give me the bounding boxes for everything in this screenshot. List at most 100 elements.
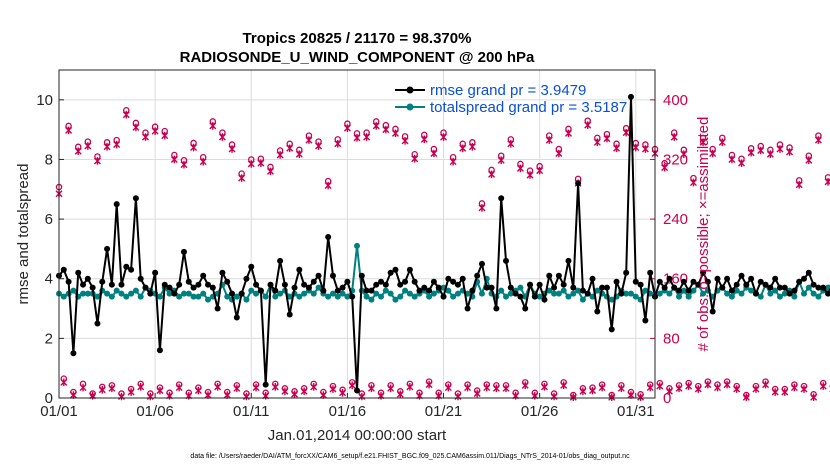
rmse-point — [474, 272, 481, 279]
rmse-point — [195, 281, 202, 288]
rmse-point — [488, 284, 495, 291]
totalspread-point — [368, 296, 375, 303]
y2-tick-label-0: 0 — [663, 390, 671, 407]
rmse-point — [618, 290, 625, 297]
rmse-point — [454, 281, 461, 288]
rmse-point — [546, 272, 553, 279]
rmse-point — [80, 281, 87, 288]
rmse-point — [700, 269, 707, 276]
totalspread-point — [454, 290, 461, 297]
rmse-point — [382, 281, 389, 288]
rmse-point — [368, 287, 375, 294]
rmse-point — [555, 272, 562, 279]
totalspread-point — [632, 293, 639, 300]
obs-assimilated-marker — [718, 138, 726, 147]
x-tick-label-3: 01/16 — [329, 403, 367, 420]
totalspread-point — [70, 287, 77, 294]
rmse-point — [820, 284, 827, 291]
obs-assimilated-marker — [286, 144, 294, 153]
totalspread-point — [60, 293, 67, 300]
rmse-point — [728, 287, 735, 294]
totalspread-point — [132, 287, 139, 294]
rmse-point — [661, 284, 668, 291]
totalspread-point — [397, 293, 404, 300]
rmse-point — [791, 287, 798, 294]
totalspread-point — [334, 293, 341, 300]
obs-assimilated-marker — [122, 110, 130, 119]
obs-assimilated-marker — [420, 135, 428, 144]
rmse-point — [84, 275, 91, 282]
rmse-point — [695, 281, 702, 288]
totalspread-point — [84, 290, 91, 297]
totalspread-point — [94, 293, 101, 300]
rmse-point — [690, 278, 697, 285]
rmse-point — [666, 275, 673, 282]
obs-assimilated-marker — [218, 133, 226, 141]
rmse-point — [748, 275, 755, 282]
rmse-point — [825, 290, 830, 297]
obs-assimilated-marker — [103, 142, 111, 151]
rmse-point — [579, 287, 586, 294]
obs-assimilated-marker — [656, 382, 664, 390]
totalspread-point — [248, 287, 255, 294]
obs-assimilated-marker — [502, 384, 510, 393]
obs-assimilated-marker — [406, 383, 414, 391]
obs-assimilated-marker — [613, 144, 621, 153]
rmse-point — [796, 278, 803, 285]
obs-assimilated-marker — [411, 154, 419, 163]
obs-assimilated-marker — [396, 390, 404, 399]
rmse-point — [209, 284, 216, 291]
obs-assimilated-marker — [175, 383, 183, 392]
obs-assimilated-marker — [146, 392, 154, 401]
rmse-point — [205, 281, 211, 288]
rmse-point — [801, 275, 807, 282]
series-lines — [56, 93, 830, 394]
rmse-point — [137, 275, 144, 282]
obs-count-markers — [55, 107, 830, 402]
rmse-point — [647, 269, 654, 276]
rmse-point — [171, 290, 178, 297]
rmse-point — [440, 293, 447, 300]
rmse-point — [325, 233, 332, 240]
footnote: data file: /Users/raeder/DAI/ATM_forcXX/… — [190, 453, 630, 460]
legend-rmse-label: rmse grand pr = 3.9479 — [430, 82, 586, 99]
totalspread-point — [507, 290, 514, 297]
totalspread-point — [627, 290, 634, 297]
totalspread-point — [791, 293, 798, 300]
rmse-point — [724, 275, 731, 282]
rmse-point — [185, 278, 192, 285]
rmse-point — [445, 275, 452, 282]
obs-assimilated-marker — [550, 392, 558, 401]
totalspread-point — [825, 284, 830, 291]
x-tick-label-4: 01/21 — [425, 403, 463, 420]
rmse-point — [613, 278, 620, 285]
rmse-point — [339, 284, 346, 291]
y2-tick-label-1: 80 — [663, 330, 680, 347]
rmse-point — [392, 266, 399, 273]
rmse-point — [349, 293, 356, 300]
rmse-point — [156, 347, 163, 354]
rmse-point — [108, 281, 115, 288]
rmse-point — [60, 266, 67, 273]
totalspread-point — [344, 293, 351, 300]
obs-assimilated-marker — [507, 140, 515, 148]
totalspread-point — [190, 293, 197, 300]
rmse-point — [387, 269, 394, 276]
obs-assimilated-marker — [329, 385, 337, 393]
obs-assimilated-marker — [589, 386, 597, 395]
totalspread-point — [498, 287, 505, 294]
rmse-point — [642, 317, 649, 324]
obs-assimilated-marker — [353, 134, 361, 142]
legend: rmse grand pr = 3.9479 totalspread grand… — [395, 82, 627, 116]
totalspread-point — [80, 290, 87, 297]
obs-assimilated-marker — [113, 140, 121, 149]
totalspread-point — [310, 290, 317, 297]
obs-assimilated-marker — [464, 383, 472, 392]
obs-assimilated-marker — [401, 137, 409, 145]
y-axis-label: rmse and totalspread — [15, 164, 32, 305]
rmse-point — [450, 278, 457, 285]
rmse-point — [632, 278, 639, 285]
obs-assimilated-marker — [339, 388, 347, 397]
rmse-point — [483, 284, 490, 291]
obs-assimilated-marker — [704, 380, 712, 389]
